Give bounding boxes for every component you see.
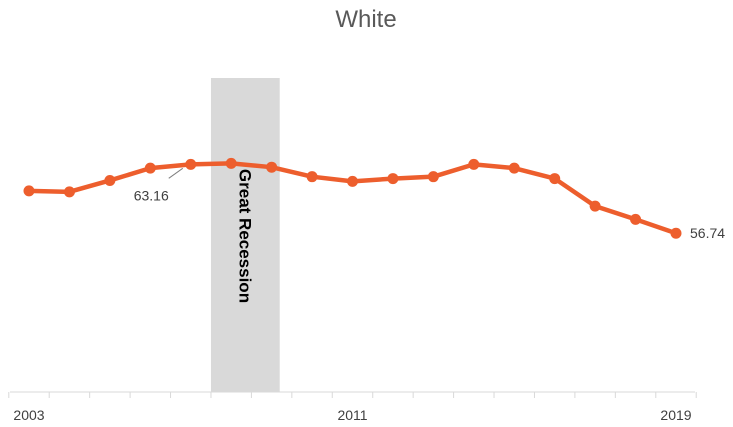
data-point — [508, 162, 520, 174]
x-tick-label: 2011 — [337, 407, 367, 423]
data-point — [185, 158, 197, 170]
series-line — [26, 161, 679, 236]
recession-band — [210, 78, 280, 392]
data-point — [387, 173, 399, 185]
data-point — [104, 174, 116, 186]
x-tick-label: 2019 — [660, 407, 691, 423]
data-point — [266, 161, 278, 173]
data-point — [225, 157, 237, 169]
recession-band-label: Great Recession — [235, 169, 254, 303]
data-point — [630, 213, 642, 225]
data-label: 56.74 — [690, 225, 725, 241]
data-label: 63.16 — [134, 187, 169, 203]
data-point — [549, 173, 561, 185]
data-point — [23, 185, 35, 197]
chart-title: White — [335, 6, 396, 33]
data-point — [347, 175, 358, 187]
annotation-leader-line — [168, 167, 184, 179]
data-point — [427, 171, 439, 183]
x-tick-label: 2003 — [13, 407, 44, 423]
data-point — [468, 158, 480, 170]
data-point — [589, 200, 601, 212]
data-point — [144, 162, 156, 174]
data-point — [670, 227, 682, 239]
data-point — [63, 186, 75, 198]
data-point — [306, 171, 318, 183]
